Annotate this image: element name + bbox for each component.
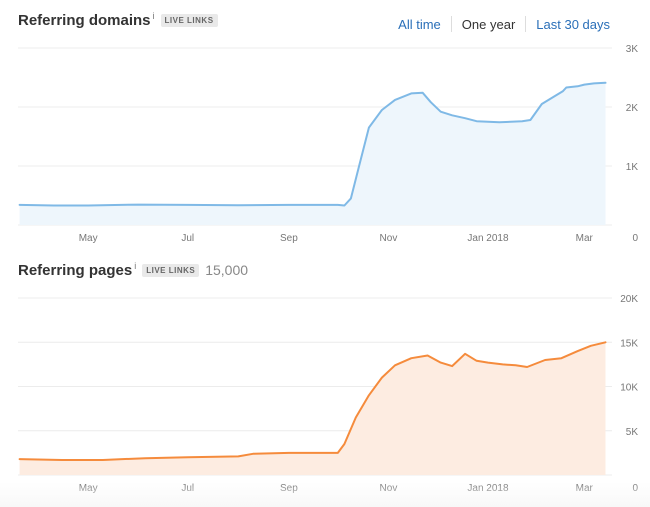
y-tick-label: 0 bbox=[632, 483, 638, 494]
y-tick-label: 2K bbox=[626, 103, 639, 114]
y-tick-label: 3K bbox=[626, 44, 639, 55]
y-tick-label: 0 bbox=[632, 233, 638, 244]
y-tick-label: 10K bbox=[620, 383, 638, 394]
live-links-badge: LIVE LINKS bbox=[160, 14, 218, 27]
tab-last-30-days[interactable]: Last 30 days bbox=[536, 16, 610, 32]
x-tick-label: Jan 2018 bbox=[467, 483, 509, 494]
tab-one-year[interactable]: One year bbox=[461, 16, 516, 32]
x-tick-label: May bbox=[79, 233, 98, 244]
referring-domains-title: Referring domains bbox=[18, 12, 151, 29]
info-icon[interactable]: i bbox=[134, 261, 137, 271]
x-tick-label: May bbox=[79, 483, 98, 494]
x-tick-label: Sep bbox=[280, 483, 298, 494]
x-tick-label: Jan 2018 bbox=[467, 233, 509, 244]
live-links-badge: LIVE LINKS bbox=[142, 264, 200, 277]
tab-all-time[interactable]: All time bbox=[398, 16, 441, 32]
series-line[interactable] bbox=[18, 341, 607, 461]
time-range-tabs: All time One year Last 30 days bbox=[388, 16, 620, 32]
x-tick-label: Nov bbox=[380, 483, 398, 494]
series-area bbox=[19, 342, 606, 475]
y-tick-label: 5K bbox=[626, 427, 639, 438]
y-tick-label: 1K bbox=[626, 162, 639, 173]
tab-divider bbox=[525, 16, 527, 32]
x-tick-label: Mar bbox=[576, 483, 594, 494]
referring-domains-chart: 0 1K 2K 3K May Jul Sep Nov Jan 2018 Mar bbox=[18, 44, 639, 244]
x-tick-label: Jul bbox=[181, 233, 194, 244]
x-tick-label: Jul bbox=[181, 483, 194, 494]
referring-domains-header: Referring domains i LIVE LINKS bbox=[18, 11, 218, 36]
info-icon[interactable]: i bbox=[152, 11, 155, 21]
referring-pages-count: 15,000 bbox=[205, 262, 249, 278]
series-line[interactable] bbox=[18, 81, 607, 207]
referring-pages-chart: 0 5K 10K 15K 20K May Jul Sep Nov Jan 2018 Mar bbox=[18, 294, 639, 494]
referring-pages-header: Referring pages i LIVE LINKS 15,000 bbox=[18, 261, 249, 286]
series-area bbox=[19, 82, 606, 225]
x-tick-label: Mar bbox=[576, 233, 594, 244]
y-tick-label: 20K bbox=[620, 294, 638, 305]
tab-divider bbox=[450, 16, 452, 32]
x-tick-label: Nov bbox=[380, 233, 398, 244]
y-tick-label: 15K bbox=[620, 338, 638, 349]
x-tick-label: Sep bbox=[280, 233, 298, 244]
referring-pages-title: Referring pages bbox=[18, 262, 133, 279]
